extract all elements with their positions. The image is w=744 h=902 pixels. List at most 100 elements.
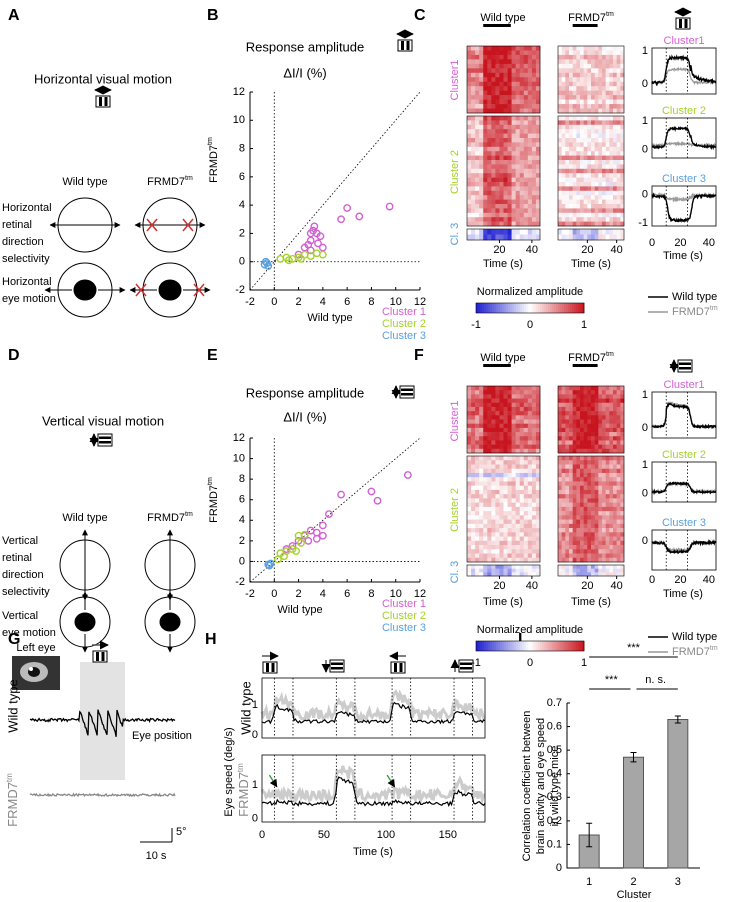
- heatmap-cell: [587, 423, 592, 429]
- heatmap-cell: [565, 151, 570, 156]
- scatter-point: [337, 215, 345, 224]
- heatmap-cell: [569, 390, 573, 395]
- chart-title: Response amplitude: [246, 39, 365, 54]
- heatmap-cell: [587, 221, 592, 227]
- heatmap-cell: [591, 160, 595, 165]
- heatmap-cell: [561, 63, 566, 69]
- x-tick-label: 2: [296, 296, 302, 308]
- heatmap-cell: [495, 63, 500, 69]
- heatmap-cell: [565, 108, 570, 114]
- heatmap-cell: [499, 523, 504, 529]
- heatmap-cell: [511, 444, 516, 450]
- heatmap-cell: [561, 177, 566, 183]
- heatmap-cell: [561, 523, 566, 529]
- heatmap-cell: [531, 464, 537, 470]
- heatmap-cell: [572, 519, 577, 525]
- heatmap-cell: [495, 464, 500, 470]
- heatmap-cell: [580, 133, 584, 139]
- heatmap-cell: [487, 498, 492, 503]
- heatmap-cell: [591, 390, 595, 395]
- heatmap-cell: [527, 138, 533, 143]
- heatmap-cell: [503, 545, 508, 550]
- heatmap-cell: [475, 208, 480, 214]
- heatmap-cell: [587, 436, 592, 441]
- heatmap-cell: [598, 411, 603, 416]
- heatmap-cell: [616, 164, 621, 170]
- y-tick-label: 1: [252, 699, 258, 711]
- heatmap-frame: [557, 385, 625, 454]
- heatmap-cell: [565, 536, 570, 542]
- stimulus-icon: [389, 651, 406, 674]
- heatmap-cell: [620, 234, 625, 241]
- heatmap-cell: [620, 204, 625, 209]
- heatmap-cell: [475, 553, 480, 559]
- heatmap-cell: [471, 549, 476, 554]
- x-tick-label: -2: [245, 296, 255, 308]
- heatmap-cell: [605, 81, 610, 87]
- heatmap-cell: [483, 464, 488, 470]
- heatmap-cell: [523, 515, 529, 520]
- icon-grating: [262, 661, 278, 674]
- heatmap-cell: [576, 494, 581, 499]
- heatmap-cell: [535, 90, 541, 96]
- heatmap-cell: [503, 386, 508, 391]
- heatmap-cell: [507, 195, 512, 200]
- heatmap-cell: [613, 565, 617, 569]
- heatmap-cell: [467, 81, 472, 87]
- heatmap-cell: [507, 390, 512, 395]
- heatmap-cell: [479, 120, 484, 126]
- row-label: eye motion: [2, 293, 56, 305]
- stimulus-icon: [391, 385, 415, 399]
- heatmap-cell: [487, 59, 492, 65]
- heatmap-cell: [475, 549, 480, 554]
- heatmap-cell: [587, 164, 592, 170]
- heatmap-cell: [483, 50, 488, 56]
- x-axis-label: Time (s): [483, 596, 523, 608]
- heatmap-cell: [594, 528, 599, 533]
- heatmap-cell: [511, 199, 516, 205]
- heatmap-cell: [583, 59, 588, 65]
- plot-frame: [261, 677, 486, 739]
- heatmap-cell: [523, 138, 529, 143]
- heatmap-cell: [535, 63, 541, 69]
- heatmap-cell: [620, 477, 625, 482]
- heatmap-cell: [565, 540, 570, 546]
- colorbar-cell: [562, 641, 565, 651]
- heatmap-cell: [523, 568, 529, 573]
- heatmap-cell: [572, 423, 577, 429]
- heatmap-cell: [519, 545, 525, 550]
- heatmap-cell: [511, 511, 516, 516]
- heatmap-cell: [527, 502, 533, 508]
- heatmap-cell: [572, 195, 577, 200]
- heatmap-cell: [495, 177, 500, 183]
- heatmap-cell: [602, 540, 606, 546]
- heatmap-cell: [527, 415, 533, 420]
- heatmap-cell: [558, 72, 562, 78]
- heatmap-cell: [587, 160, 592, 165]
- column-label: Wild type: [480, 12, 525, 24]
- heatmap-cell: [616, 190, 621, 196]
- heatmap-cell: [471, 95, 476, 100]
- heatmap-cell: [598, 90, 603, 96]
- heatmap-cell: [561, 54, 566, 60]
- heatmap-cell: [558, 402, 562, 408]
- heatmap-cell: [507, 108, 512, 114]
- heatmap-cell: [535, 164, 541, 170]
- heatmap-cell: [558, 572, 562, 577]
- heatmap-cell: [609, 394, 614, 399]
- heatmap-cell: [591, 129, 595, 134]
- heatmap-cell: [576, 406, 581, 412]
- heatmap-cell: [483, 468, 488, 474]
- heatmap-cell: [616, 436, 621, 441]
- heatmap-cell: [561, 124, 566, 130]
- heatmap-cell: [491, 528, 496, 533]
- heatmap-cell: [616, 523, 621, 529]
- heatmap-cell: [535, 133, 541, 139]
- heatmap-cell: [523, 553, 529, 559]
- heatmap-cell: [609, 212, 614, 218]
- heatmap-cell: [507, 436, 512, 441]
- heatmap-cell: [583, 46, 588, 51]
- heatmap-cell: [576, 540, 581, 546]
- heatmap-cell: [616, 81, 621, 87]
- heatmap-cell: [491, 108, 496, 114]
